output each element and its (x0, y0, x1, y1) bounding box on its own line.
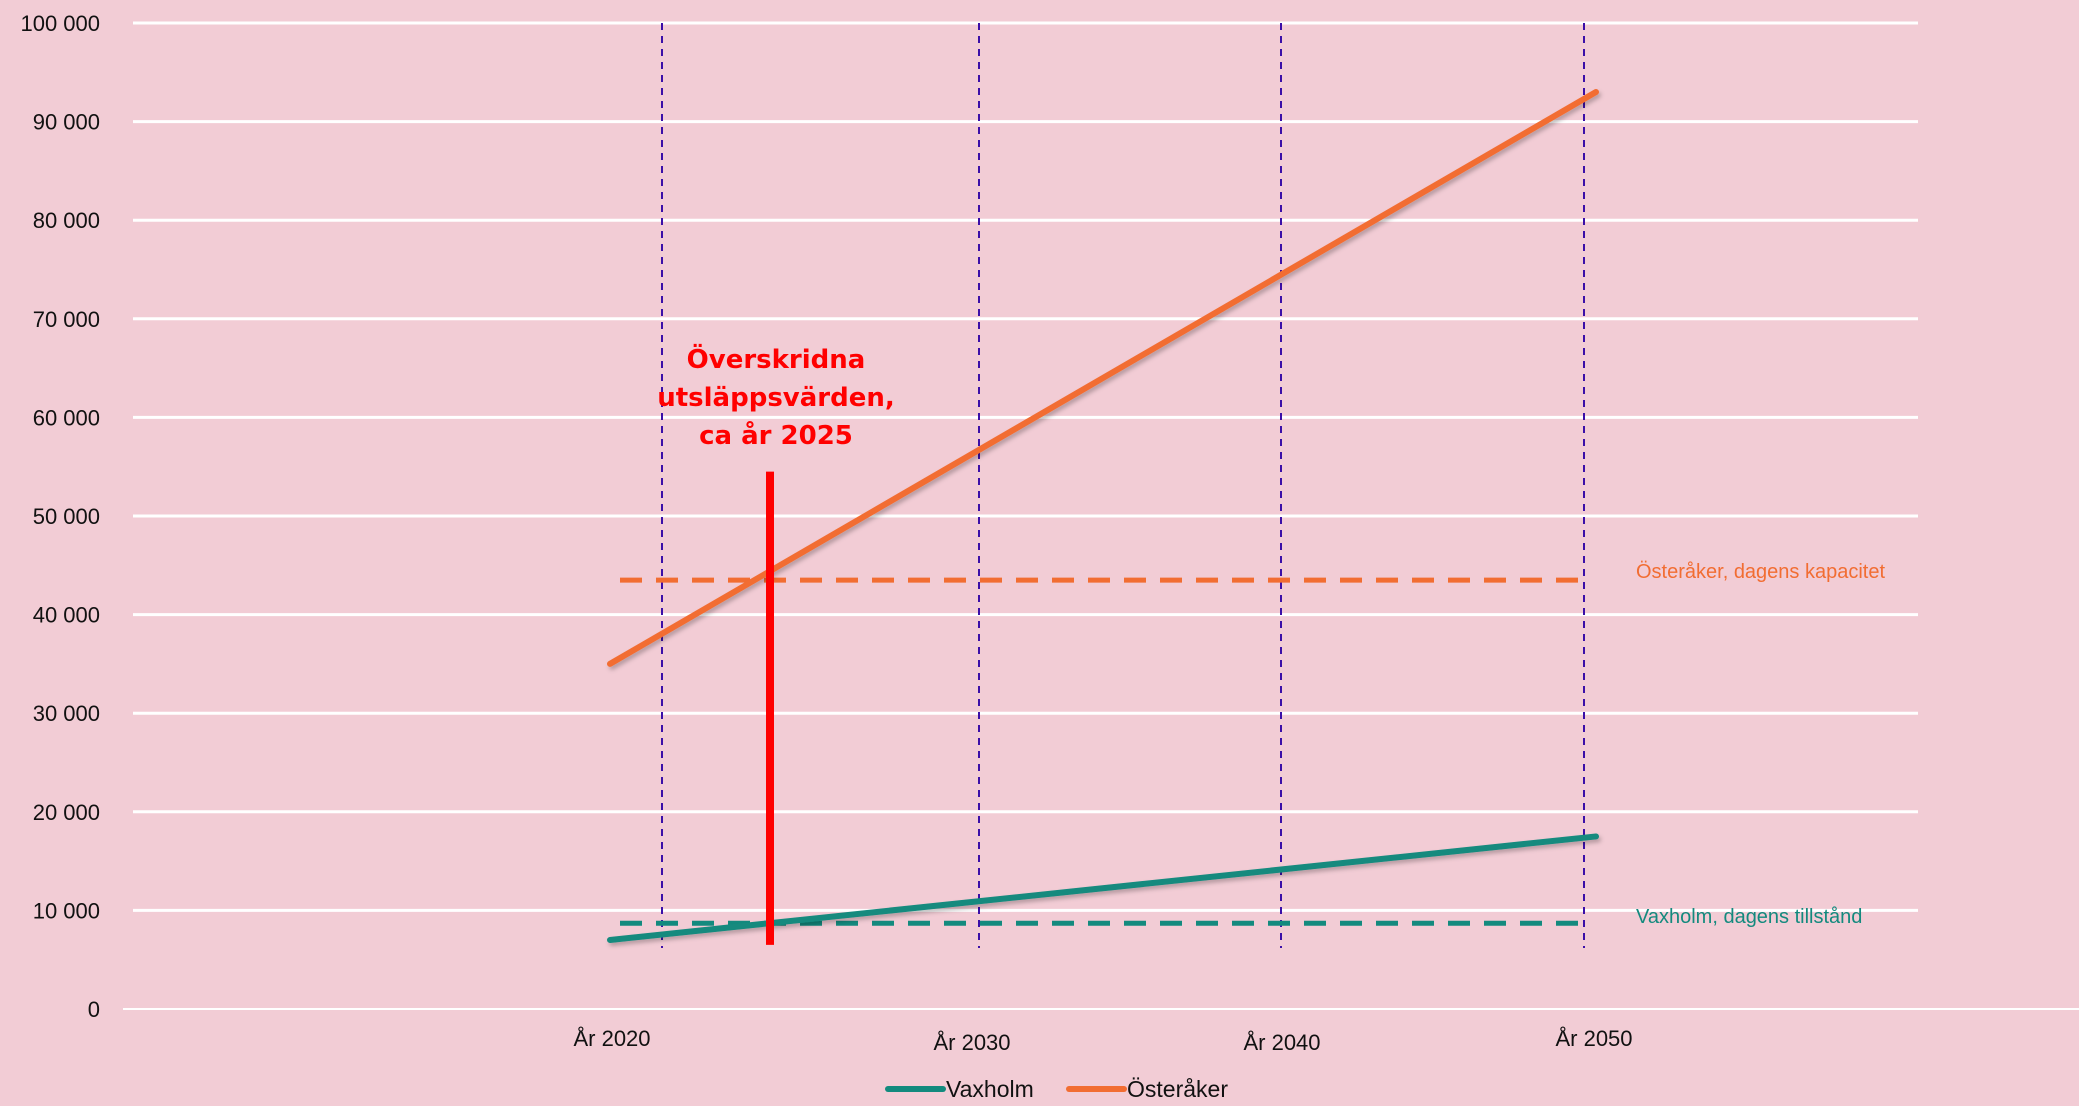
y-tick-label: 60 000 (33, 405, 100, 430)
y-tick-label: 100 000 (20, 11, 100, 36)
annotation-text-line: utsläppsvärden, (657, 383, 895, 413)
y-tick-label: 20 000 (33, 800, 100, 825)
axes: 0 10 000 20 000 30 000 40 000 50 000 60 000 70 … (20, 11, 2079, 1055)
x-tick-label: År 2030 (933, 1030, 1010, 1055)
annotation-text-line: ca år 2025 (699, 419, 853, 451)
y-tick-label: 40 000 (33, 603, 100, 628)
reference-line-label: Österåker, dagens kapacitet (1636, 561, 1885, 583)
series-lines (607, 89, 1599, 943)
y-tick-label: 10 000 (33, 898, 100, 923)
y-tick-label: 0 (88, 997, 100, 1022)
y-tick-label: 50 000 (33, 504, 100, 529)
reference-line-label: Vaxholm, dagens tillstånd (1636, 906, 1862, 928)
gridlines (133, 21, 1918, 912)
y-tick-label: 90 000 (33, 110, 100, 135)
annotation: Överskridna utsläppsvärden, ca år 2025 (657, 342, 895, 945)
reference-lines: Österåker, dagens kapacitet Vaxholm, dage… (620, 561, 1885, 928)
annotation-text-line: Överskridna (687, 342, 866, 375)
x-tick-label: År 2040 (1243, 1030, 1320, 1055)
y-tick-label: 80 000 (33, 208, 100, 233)
legend-label: Österåker (1127, 1076, 1228, 1101)
x-tick-label: År 2020 (573, 1026, 650, 1051)
series-line (607, 833, 1599, 943)
x-tick-label: År 2050 (1555, 1026, 1632, 1051)
series-line (607, 89, 1599, 667)
legend-label: Vaxholm (946, 1076, 1034, 1101)
y-tick-label: 70 000 (33, 307, 100, 332)
y-tick-label: 30 000 (33, 701, 100, 726)
legend: Vaxholm Österåker (885, 1076, 1228, 1102)
category-markers (661, 23, 1585, 948)
